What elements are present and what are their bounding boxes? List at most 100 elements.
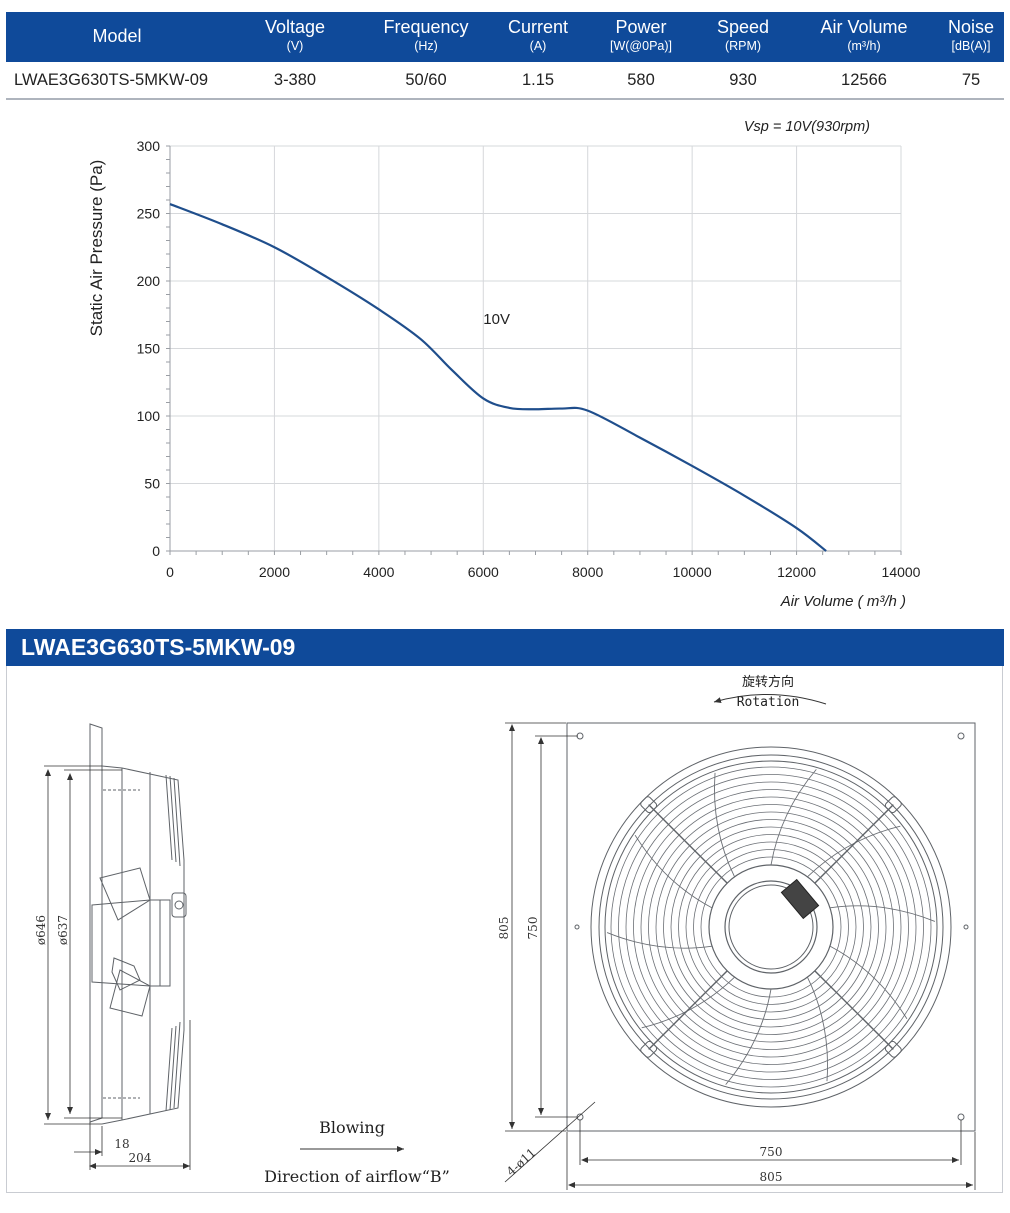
drawing-frame [6,666,1003,1193]
guard-spoke [807,976,828,1082]
guard-ring [640,796,902,1058]
x-tick-label: 12000 [777,564,816,580]
guard-spoke [634,834,713,909]
performance-chart: 0 2000 4000 6000 8000 10000 12000 14000 0 50 100 15… [87,119,921,610]
dim-total-depth: 204 [129,1151,152,1165]
spec-header-cell: Speed (RPM) [696,12,790,62]
spec-header-cell: Frequency (Hz) [362,12,490,62]
guard-support-strut [814,804,894,884]
spec-value-cell: 75 [961,71,981,89]
x-tick-label: 14000 [882,564,921,580]
spec-header-name: Speed [716,17,770,37]
spec-value-cell: 1.15 [521,71,555,89]
front-view-dimensions [504,722,976,1190]
airflow-caption: Direction of airflow“B” [264,1167,450,1186]
guard-support-strut [648,804,728,884]
y-tick-label: 300 [137,138,161,154]
spec-header-cell: Noise [dB(A)] [938,12,1004,62]
spec-header-unit: (RPM) [724,39,762,53]
guard-spoke [807,825,901,878]
spec-table-row: LWAE3G630TS-5MKW-09 3-380 50/60 1.15 580 930 1… [6,62,1004,100]
spec-value-cell: LWAE3G630TS-5MKW-09 [14,71,209,89]
x-tick-label: 2000 [259,564,290,580]
section-title: LWAE3G630TS-5MKW-09 [6,629,1004,666]
x-tick-label: 0 [166,564,174,580]
x-tick-label: 8000 [572,564,603,580]
dim-plate-height: 805 [497,917,511,940]
dim-hole-spacing-horizontal: 750 [760,1145,783,1159]
y-tick-label: 0 [152,543,160,559]
guard-ring [655,811,887,1043]
y-tick-label: 100 [137,408,161,424]
spec-header-cell: Current (A) [490,12,586,62]
side-view-drawing [89,723,187,1125]
guard-ring [678,834,864,1020]
chart-series: 10V [169,203,827,552]
spec-value-cell: 3-380 [273,71,317,89]
spec-value-cell: 50/60 [405,71,447,89]
side-view-dimensions [44,765,191,1170]
spec-header-cell: Air Volume (m³/h) [790,12,938,62]
guard-spoke [829,905,936,922]
rotation-arrow [713,693,827,705]
y-tick-label: 200 [137,273,161,289]
guard-support-strut [648,970,728,1050]
dim-plate-width: 805 [760,1170,783,1184]
series-line-10v [169,203,827,552]
front-view-drawing [566,722,976,1132]
spec-header-cell: Power [W(@0Pa)] [586,12,696,62]
series-label-10v: 10V [483,311,510,328]
spec-header-unit: (A) [529,39,547,53]
guard-spoke [829,945,908,1020]
spec-value-cell: 12566 [841,71,887,89]
spec-header-unit: (Hz) [414,39,438,53]
guard-ring [663,819,879,1035]
x-tick-label: 6000 [468,564,499,580]
y-tick-label: 150 [137,341,161,357]
spec-header-name: Power [615,17,667,37]
guard-ring [633,789,909,1065]
chart-annotation: Vsp = 10V(930rpm) [744,119,870,135]
spec-header-cell: Voltage (V) [228,12,362,62]
guard-spoke [606,932,713,949]
guard-ring [610,766,932,1088]
rotation-label-cn: 旋转方向 [742,674,794,690]
y-tick-label: 250 [137,206,161,222]
x-tick-label: 10000 [673,564,712,580]
y-axis-label: Static Air Pressure (Pa) [87,160,106,337]
spec-header-cell: Model [6,12,228,62]
guard-spoke [725,988,772,1085]
spec-header-name: Voltage [264,17,326,37]
spec-header-unit: (m³/h) [847,39,881,53]
dim-hole-spacing-vertical: 750 [526,917,540,940]
spec-table-header: Model Voltage (V) Frequency (Hz) Current (A) Po… [6,12,1004,62]
guard-ring [670,826,872,1028]
spec-header-name: Model [92,26,142,46]
guard-spoke [770,769,817,866]
chart-grid [170,145,902,551]
chart-axes [166,145,902,555]
guard-ring [625,781,917,1073]
guard-spoke [714,772,735,878]
dim-inner-diameter: ø637 [56,915,70,945]
spec-value-cell: 930 [729,71,757,89]
dim-mounting-holes: 4-ø11 [504,1145,539,1178]
guard-ring [685,841,857,1013]
guard-support-strut [814,970,894,1050]
guard-ring [618,774,924,1080]
rotation-label-en: Rotation [737,695,800,710]
spec-header-unit: (V) [286,39,304,53]
dim-outer-diameter: ø646 [34,915,48,945]
spec-header-unit: [dB(A)] [951,39,991,53]
x-axis-label: Air Volume ( m³/h ) [780,593,906,610]
airflow-label: Blowing [319,1118,385,1137]
guard-ring [693,849,849,1005]
y-tick-label: 50 [144,476,160,492]
spec-header-name: Frequency [383,17,469,37]
guard-ring [648,804,894,1050]
spec-header-name: Air Volume [820,17,908,37]
dim-plate-offset: 18 [114,1137,129,1151]
spec-header-unit: [W(@0Pa)] [610,39,672,53]
spec-header-name: Current [507,17,569,37]
spec-value-cell: 580 [627,71,655,89]
